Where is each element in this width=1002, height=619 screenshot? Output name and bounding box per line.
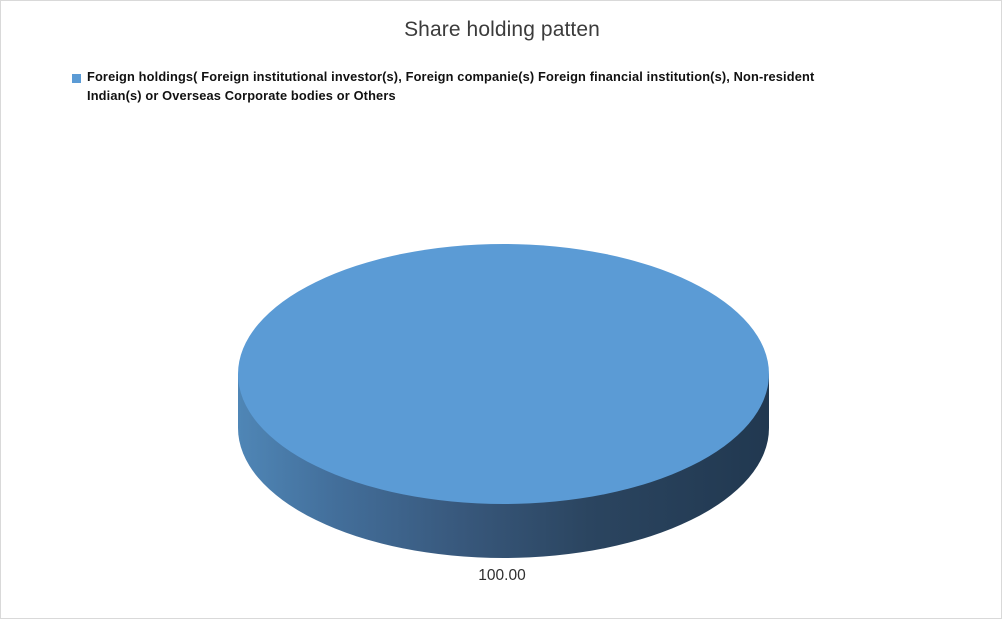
legend-item-label-line2: Indian(s) or Overseas Corporate bodies o… (87, 86, 950, 105)
legend-item-foreign-holdings[interactable]: Foreign holdings( Foreign institutional … (70, 67, 950, 105)
legend-swatch-icon (72, 74, 81, 83)
legend-item-label-line1: Foreign holdings( Foreign institutional … (87, 69, 814, 84)
pie-slice-data-label: 100.00 (1, 567, 1002, 585)
pie-chart-graphic[interactable] (238, 244, 769, 558)
chart-title: Share holding patten (1, 18, 1002, 42)
pie-slice-top-foreign-holdings[interactable] (238, 244, 769, 504)
chart-legend: Foreign holdings( Foreign institutional … (70, 67, 950, 105)
chart-canvas: Share holding patten Foreign holdings( F… (0, 0, 1002, 619)
legend-item-label: Foreign holdings( Foreign institutional … (87, 67, 950, 105)
pie-svg (238, 244, 769, 558)
